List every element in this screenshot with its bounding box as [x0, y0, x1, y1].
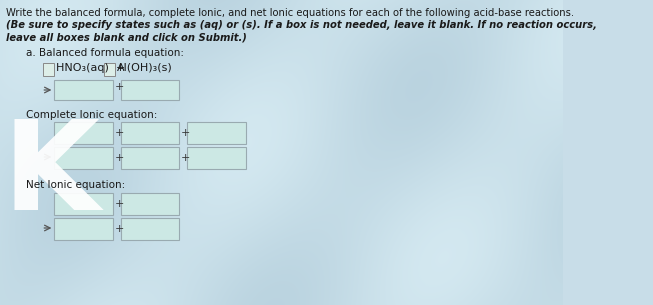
Text: Complete Ionic equation:: Complete Ionic equation:: [26, 110, 157, 120]
Text: a. Balanced formula equation:: a. Balanced formula equation:: [26, 48, 184, 58]
Text: HNO₃(aq)  +: HNO₃(aq) +: [56, 63, 125, 73]
FancyBboxPatch shape: [54, 193, 113, 215]
FancyBboxPatch shape: [121, 122, 180, 144]
FancyBboxPatch shape: [121, 80, 180, 100]
FancyBboxPatch shape: [54, 218, 113, 240]
FancyBboxPatch shape: [121, 218, 180, 240]
Text: (Be sure to specify states such as (aq) or (s). If a box is not needed, leave it: (Be sure to specify states such as (aq) …: [6, 20, 597, 30]
FancyBboxPatch shape: [187, 147, 246, 169]
Text: K: K: [3, 114, 99, 235]
FancyBboxPatch shape: [43, 63, 54, 76]
Text: +: +: [115, 153, 124, 163]
FancyBboxPatch shape: [121, 193, 180, 215]
Text: +: +: [181, 153, 191, 163]
Text: +: +: [181, 128, 191, 138]
Text: Write the balanced formula, complete Ionic, and net Ionic equations for each of : Write the balanced formula, complete Ion…: [6, 8, 574, 18]
FancyBboxPatch shape: [121, 147, 180, 169]
FancyBboxPatch shape: [187, 122, 246, 144]
FancyBboxPatch shape: [54, 147, 113, 169]
Text: +: +: [115, 128, 124, 138]
Text: Al(OH)₃(s): Al(OH)₃(s): [117, 63, 173, 73]
Text: +: +: [115, 199, 124, 209]
FancyBboxPatch shape: [104, 63, 116, 76]
Text: leave all boxes blank and click on Submit.): leave all boxes blank and click on Submi…: [6, 32, 247, 42]
FancyBboxPatch shape: [54, 80, 113, 100]
Text: +: +: [115, 82, 124, 92]
FancyBboxPatch shape: [54, 122, 113, 144]
Text: Net Ionic equation:: Net Ionic equation:: [26, 180, 125, 190]
Text: +: +: [115, 224, 124, 234]
